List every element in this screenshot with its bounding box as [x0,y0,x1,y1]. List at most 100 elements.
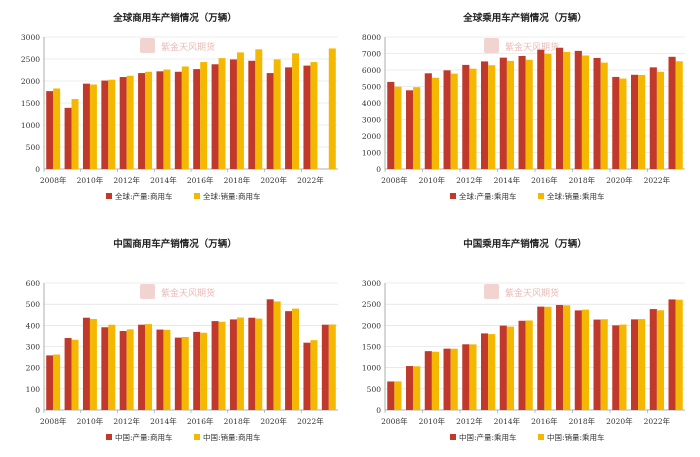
watermark-seal [484,284,499,299]
bar-production [248,60,256,170]
bar-production [574,310,582,410]
bar-production [668,56,676,169]
legend-label: 中国:销量:乘用车 [547,432,605,442]
bar-production [285,311,293,410]
chart-china-passenger: 中国乘用车产销情况（万辆） 紫金天风期货 0 500 1000 1500 2000 2500 3… [362,238,685,442]
bar-production [266,73,274,169]
bar-production [499,325,507,410]
bar-sales [600,319,608,410]
bar-sales [544,53,552,169]
bar-sales [581,55,590,170]
bar-production [481,333,489,410]
bar-production [266,299,274,410]
x-tick-label: 2022年 [644,175,671,185]
watermark-text: 紫金天风期货 [161,287,215,299]
x-tick-label: 2016年 [531,175,558,185]
legend-item: 中国:销量:商用车 [194,432,261,442]
chart-global-commercial: 全球商用车产销情况（万辆） 紫金天风期货 0 500 1000 1500 2000 2500 3… [21,12,338,201]
bar-production [156,329,164,410]
bar-production [248,317,256,410]
bar-sales [71,99,79,169]
bar-production [229,59,237,169]
bar-sales [181,66,189,169]
bar-sales [431,351,440,410]
y-tick-label: 0 [376,165,381,174]
x-tick-label: 2020年 [260,175,287,185]
legend-swatch [194,193,200,199]
y-tick-label: 8000 [362,33,381,42]
bar-sales [200,62,208,169]
bar-sales [656,310,665,410]
legend-swatch [538,193,544,199]
bar-production [631,319,639,410]
bar-production [229,319,237,410]
x-tick-label: 2014年 [150,416,177,426]
bar-sales [563,305,571,410]
bar-sales [108,79,116,169]
y-tick-label: 500 [367,385,382,394]
bar-sales [638,74,646,169]
bar-production [303,342,311,410]
watermark-seal [484,38,499,53]
bar-production [101,80,109,169]
legend-item: 全球:销量:商用车 [194,191,261,201]
chart-panel-china-passenger: 中国乘用车产销情况（万辆） 紫金天风期货 0 500 1000 1500 2000 2500 3… [350,226,700,453]
y-tick-label: 3000 [21,33,40,42]
bar-sales [469,344,477,410]
y-tick-label: 3000 [362,116,381,125]
y-tick-label: 1000 [362,364,381,373]
bar-sales [525,59,533,169]
legend-item: 全球:销量:乘用车 [538,191,605,201]
bar-production [285,67,293,169]
bar-production [387,81,395,169]
legend-label: 全球:产量:商用车 [115,191,173,201]
y-tick-label: 2500 [362,300,381,309]
bar-production [518,320,526,410]
y-tick-label: 400 [26,321,41,330]
bar-sales [71,339,79,410]
x-tick-label: 2020年 [606,416,633,426]
x-tick-label: 2018年 [569,175,596,185]
chart-global-passenger: 全球乘用车产销情况（万辆） 紫金天风期货 0 1000 2000 3000 4000 5000… [362,12,685,201]
legend-swatch [450,434,456,440]
x-tick-label: 2018年 [569,416,596,426]
bar-sales [506,326,515,410]
bar-production [174,71,182,169]
bar-production [612,325,620,410]
y-tick-label: 2500 [21,55,40,64]
y-tick-label: 2000 [362,132,381,141]
bar-sales [89,84,97,169]
x-tick-label: 2022年 [297,175,324,185]
bar-sales [236,317,244,410]
x-tick-label: 2020年 [606,175,633,185]
bar-sales [394,86,402,169]
bar-production [462,344,470,410]
x-tick-label: 2016年 [187,175,214,185]
bar-sales [544,306,552,410]
bar-sales [675,299,683,410]
y-tick-label: 4000 [362,99,381,108]
watermark-seal [140,284,155,299]
bar-sales [431,77,440,169]
bar-sales [292,308,300,410]
y-tick-label: 100 [26,385,41,394]
x-tick-label: 2016年 [531,416,558,426]
bar-production [593,319,601,410]
x-tick-label: 2010年 [77,175,104,185]
legend-label: 全球:销量:乘用车 [547,191,605,201]
bar-production [46,91,54,169]
y-tick-label: 1500 [362,343,381,352]
bar-sales [255,318,263,410]
bar-sales [600,62,608,169]
bar-production [649,309,657,410]
bar-sales [310,62,318,169]
y-tick-label: 3000 [362,279,381,288]
y-tick-label: 1500 [21,99,40,108]
bar-production [462,64,470,169]
bar-sales [310,340,318,410]
bar-sales [273,59,281,169]
bar-sales [292,53,300,169]
bar-production [631,74,639,169]
y-tick-label: 300 [26,343,41,352]
chart-panel-global-passenger: 全球乘用车产销情况（万辆） 紫金天风期货 0 1000 2000 3000 4000 5000… [350,0,700,226]
